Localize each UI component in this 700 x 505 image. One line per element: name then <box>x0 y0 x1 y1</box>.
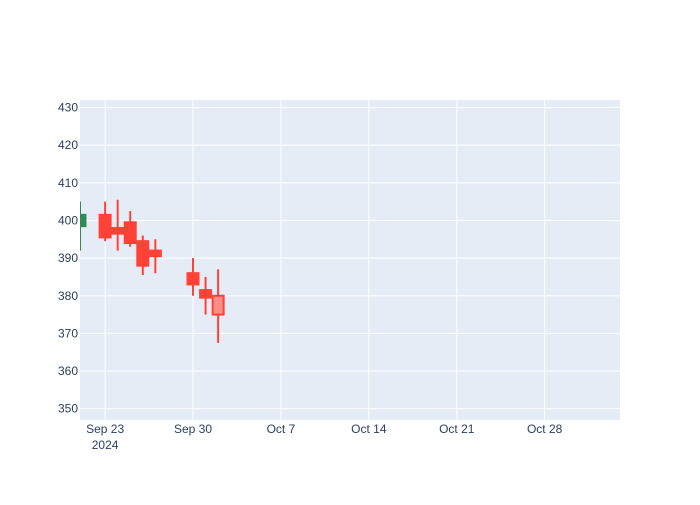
candle <box>199 276 213 315</box>
x-tick-label: Oct 14 <box>351 422 387 436</box>
x-tick-label: Oct 7 <box>267 422 296 436</box>
x-tick-label: Oct 28 <box>527 422 563 436</box>
y-tick-label: 390 <box>58 251 78 265</box>
x-tick-label: Oct 21 <box>439 422 475 436</box>
candle <box>148 239 162 274</box>
candle <box>136 235 150 276</box>
candle-body <box>111 227 125 235</box>
y-tick-label: 350 <box>58 402 78 416</box>
y-tick-label: 360 <box>58 364 78 378</box>
candle-body <box>211 294 225 316</box>
candle <box>98 201 112 242</box>
x-tick-label: Sep 30 <box>174 422 212 436</box>
y-tick-label: 420 <box>58 138 78 152</box>
candle-body <box>148 249 162 258</box>
candle-body <box>136 240 150 267</box>
y-tick-label: 410 <box>58 176 78 190</box>
x-tick-label: Sep 23 <box>86 422 124 436</box>
candle <box>111 199 125 251</box>
candle-body <box>186 272 200 286</box>
candle-body <box>80 213 87 228</box>
y-tick-label: 400 <box>58 213 78 227</box>
candle <box>123 211 137 247</box>
y-tick-label: 370 <box>58 326 78 340</box>
y-axis: 350 360 370 380 390 400 410 420 430 <box>58 101 78 416</box>
candlestick-series <box>80 199 225 343</box>
y-tick-label: 430 <box>58 101 78 115</box>
candle <box>80 201 87 251</box>
x-tick-sublabel: 2024 <box>92 438 119 452</box>
candle <box>186 258 200 296</box>
plot-area <box>80 100 620 420</box>
candle-body <box>98 213 112 239</box>
candle-body <box>199 289 213 299</box>
candle <box>211 269 225 343</box>
y-tick-label: 380 <box>58 289 78 303</box>
candle-body <box>123 221 137 245</box>
x-axis: Sep 23 2024 Sep 30 Oct 7 Oct 14 Oct 21 Oct 28 <box>86 422 563 452</box>
